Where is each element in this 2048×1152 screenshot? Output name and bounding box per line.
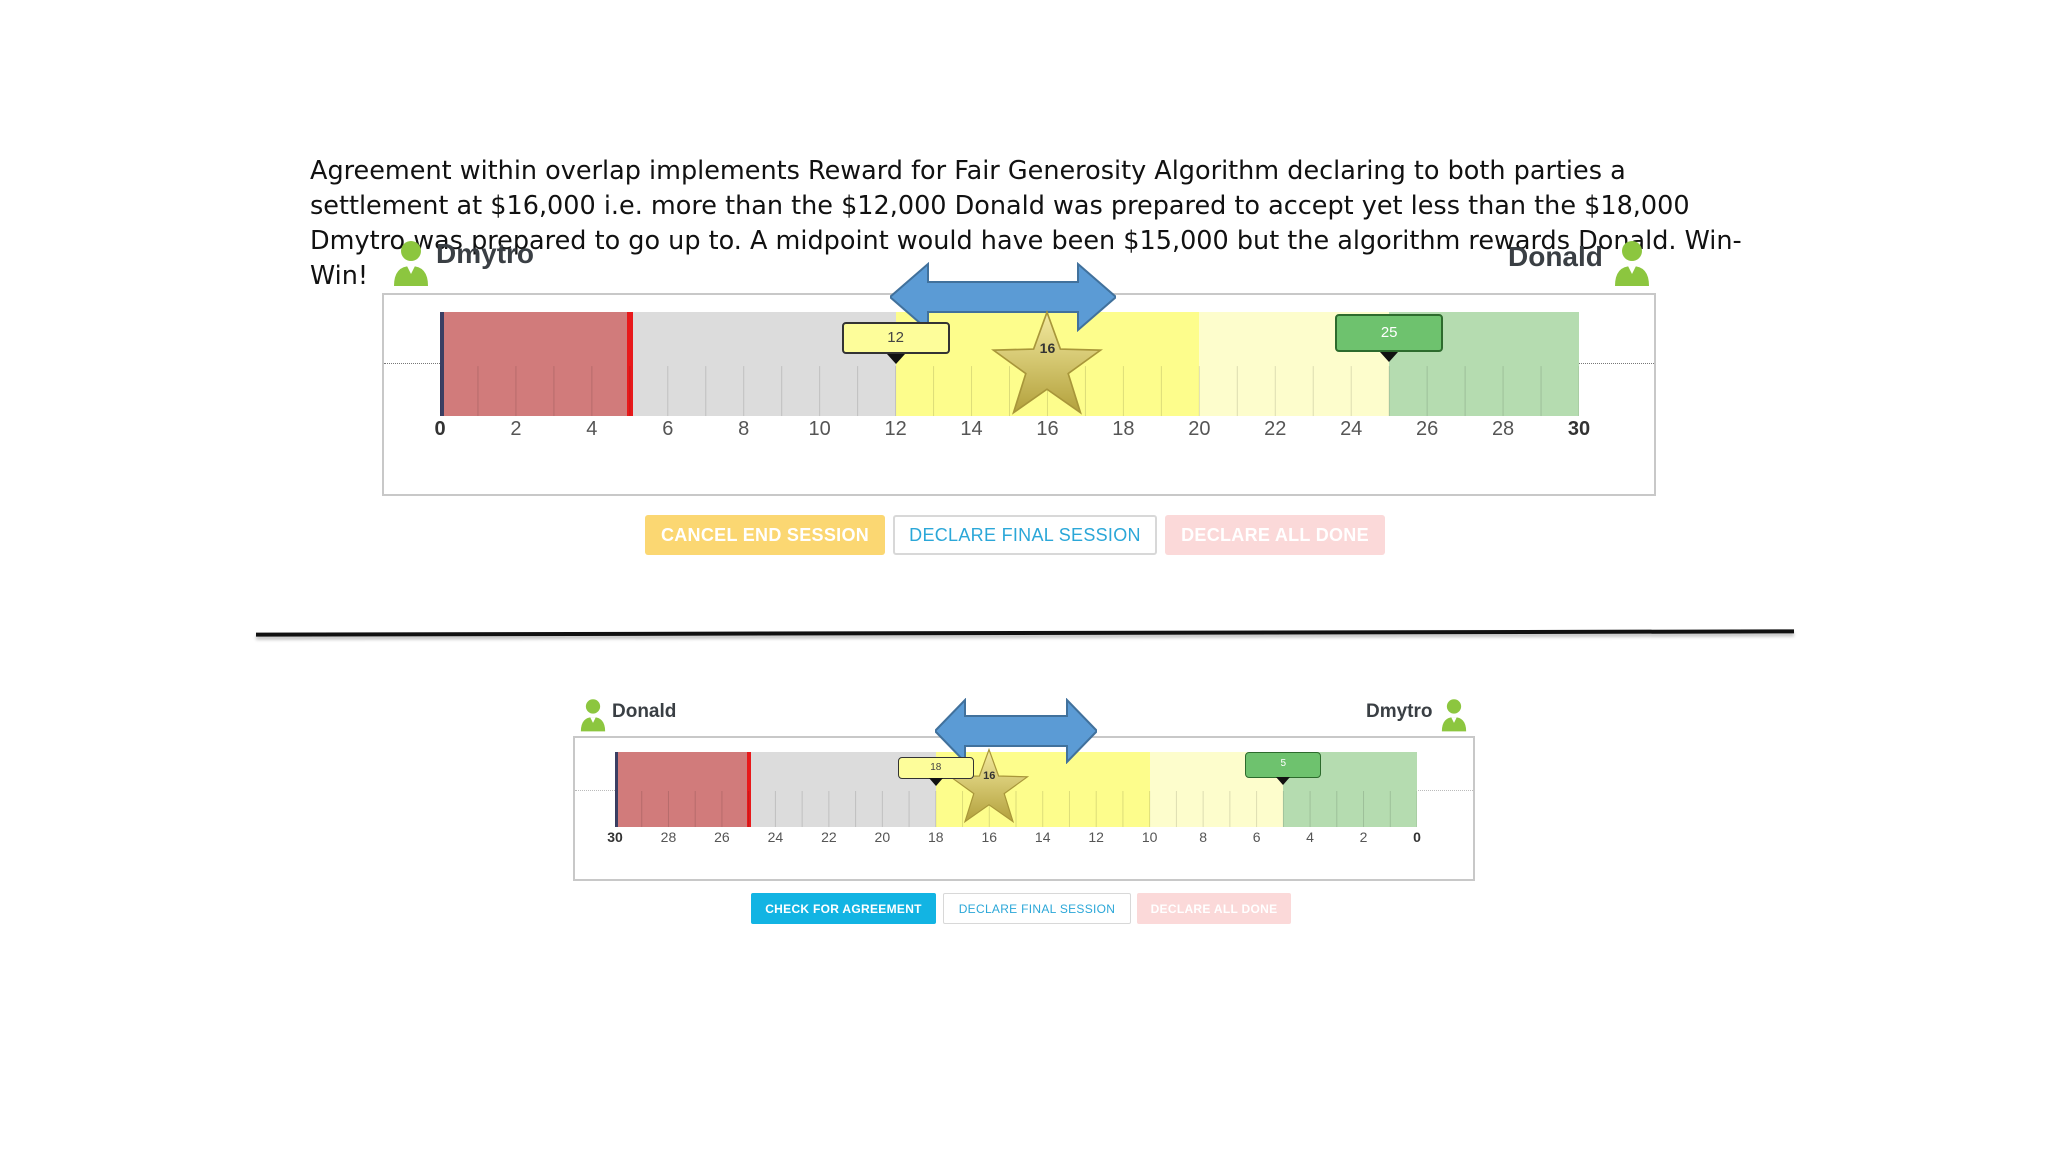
marker-pointer-icon bbox=[1276, 777, 1291, 785]
double-arrow-icon bbox=[890, 262, 1116, 332]
person-icon bbox=[578, 697, 608, 733]
marker-value: 12 bbox=[887, 329, 904, 346]
tick-label: 6 bbox=[662, 418, 674, 440]
double-arrow-icon bbox=[935, 698, 1097, 764]
marker-pointer-icon bbox=[886, 354, 905, 364]
marker-value: 5 bbox=[1280, 758, 1287, 769]
tick-label: 0 bbox=[434, 418, 446, 440]
tick-grid bbox=[440, 366, 1579, 416]
tick-label: 20 bbox=[874, 829, 891, 845]
tick-label: 10 bbox=[1141, 829, 1158, 845]
tick-label: 28 bbox=[1491, 418, 1515, 440]
cancel-end-session-button[interactable]: CANCEL END SESSION bbox=[645, 515, 885, 555]
person-icon bbox=[390, 238, 432, 288]
scale-start-line bbox=[440, 312, 444, 416]
tick-label: 26 bbox=[714, 829, 730, 845]
declare-final-session-button[interactable]: DECLARE FINAL SESSION bbox=[943, 893, 1131, 924]
red-zone bbox=[615, 752, 749, 827]
tick-label: 14 bbox=[1034, 829, 1051, 845]
tick-grid bbox=[615, 791, 1417, 827]
party-name: Donald bbox=[612, 701, 677, 722]
party-name: Donald bbox=[1508, 241, 1603, 272]
offer-marker-yellow[interactable]: 18 bbox=[897, 757, 974, 786]
tick-label: 28 bbox=[660, 829, 677, 845]
tick-label: 18 bbox=[928, 829, 944, 845]
marker-pointer-icon bbox=[1380, 352, 1399, 362]
caption-text: Agreement within overlap implements Rewa… bbox=[310, 156, 1742, 291]
tick-label: 22 bbox=[1264, 418, 1287, 440]
tick-label: 26 bbox=[1416, 418, 1439, 440]
tick-label: 8 bbox=[738, 418, 750, 440]
star-value: 16 bbox=[1039, 340, 1056, 356]
tick-label: 24 bbox=[767, 829, 784, 845]
tick-label: 8 bbox=[1199, 829, 1208, 845]
tick-label: 4 bbox=[1306, 829, 1314, 845]
tick-label: 22 bbox=[821, 829, 837, 845]
declare-all-done-button[interactable]: DECLARE ALL DONE bbox=[1165, 515, 1385, 555]
tick-label: 12 bbox=[1088, 829, 1104, 845]
declare-all-done-button[interactable]: DECLARE ALL DONE bbox=[1137, 893, 1291, 924]
tick-label: 6 bbox=[1252, 829, 1261, 845]
tick-label: 30 bbox=[607, 829, 623, 845]
check-for-agreement-button[interactable]: CHECK FOR AGREEMENT bbox=[751, 893, 936, 924]
tick-label: 16 bbox=[981, 829, 998, 845]
tick-label: 20 bbox=[1188, 418, 1211, 440]
party-name: Dmytro bbox=[1366, 701, 1433, 722]
right-party: Dmytro bbox=[1366, 697, 1469, 733]
party-name: Dmytro bbox=[436, 238, 535, 269]
person-icon bbox=[1439, 697, 1469, 733]
tick-label: 24 bbox=[1340, 418, 1363, 440]
red-limit-line bbox=[746, 752, 751, 827]
red-limit-line bbox=[626, 312, 633, 416]
tick-label: 30 bbox=[1567, 418, 1591, 440]
declare-final-session-button[interactable]: DECLARE FINAL SESSION bbox=[893, 515, 1157, 555]
tick-label: 10 bbox=[808, 418, 831, 440]
tick-label: 2 bbox=[510, 418, 522, 440]
scale-panel: 30 28 26 24 22 20 18 16 14 12 10 8 6 4 2 0 bbox=[573, 736, 1475, 881]
tick-label: 12 bbox=[884, 418, 907, 440]
star-value: 16 bbox=[983, 770, 996, 782]
tick-label: 2 bbox=[1359, 829, 1368, 845]
marker-pointer-icon bbox=[928, 778, 943, 786]
marker-value: 25 bbox=[1380, 324, 1398, 341]
red-zone bbox=[440, 312, 630, 416]
section-divider bbox=[255, 629, 1795, 637]
tick-label: 4 bbox=[586, 418, 598, 440]
right-party: Donald bbox=[1508, 238, 1653, 288]
marker-value: 18 bbox=[930, 762, 942, 773]
tick-label: 16 bbox=[1036, 418, 1059, 440]
scale-start-line bbox=[615, 752, 618, 827]
left-party: Dmytro bbox=[390, 238, 534, 288]
offer-marker-green[interactable]: 5 bbox=[1245, 752, 1322, 785]
offer-marker-yellow[interactable]: 12 bbox=[841, 322, 950, 364]
left-party: Donald bbox=[578, 697, 676, 733]
tick-label: 14 bbox=[960, 418, 983, 440]
tick-label: 0 bbox=[1413, 829, 1421, 845]
offer-marker-green[interactable]: 25 bbox=[1335, 314, 1444, 362]
tick-label: 18 bbox=[1112, 418, 1135, 440]
person-icon bbox=[1611, 238, 1653, 288]
settlement-star-icon: 16 bbox=[991, 309, 1104, 416]
